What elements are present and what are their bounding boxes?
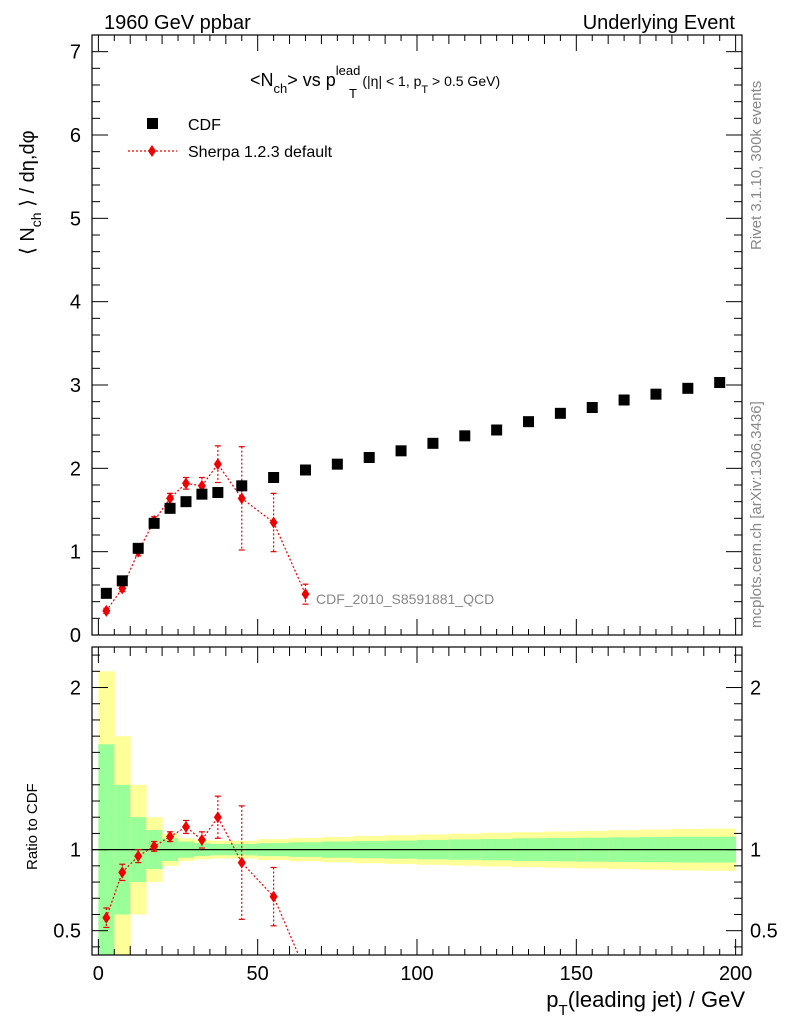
ratio-sherpa-point [213, 811, 222, 824]
cdf-point [523, 416, 535, 428]
ratio-panel-frame [91, 646, 743, 956]
cdf-point [650, 388, 662, 400]
x-tick-label: 0 [93, 963, 104, 985]
ratio-sherpa-point [197, 833, 206, 846]
top-y-tick-label: 3 [70, 375, 81, 397]
plot-title: <Nch> vs plead(|η| < 1, pT > 0.5 GeV) T [250, 63, 500, 101]
ratio-sherpa-point [150, 840, 159, 853]
title-cut-sub: T [421, 84, 428, 96]
legend: CDF Sherpa 1.2.3 default [128, 117, 333, 161]
x-tick-label: 150 [560, 963, 593, 985]
cdf-point [268, 472, 280, 483]
top-y-tick-label: 4 [70, 292, 81, 314]
cdf-point [586, 402, 598, 413]
top-y-tick-label: 2 [70, 458, 81, 480]
top-data-layer [100, 377, 726, 599]
sherpa-point [213, 458, 222, 471]
x-tick-label: 50 [247, 963, 269, 985]
ratio-sherpa-point [269, 890, 278, 903]
x-axis-title: pT(leading jet) / GeV [546, 987, 745, 1019]
cdf-point [395, 445, 407, 457]
cdf-point [491, 424, 503, 436]
top-y-tick-label: 1 [70, 542, 81, 564]
ratio-y-tick-label-right: 1 [750, 840, 761, 862]
title-main-sup: lead [336, 63, 361, 78]
ratio-y-tick-label-right: 0.5 [750, 921, 778, 943]
title-main-mid: > vs p [287, 70, 336, 90]
cdf-point [164, 502, 176, 514]
cdf-point [132, 542, 144, 554]
sherpa-point [166, 492, 175, 505]
top-y-tick-label: 0 [70, 625, 81, 647]
x-tick-label: 200 [719, 963, 752, 985]
cdf-point [618, 394, 630, 406]
title-cut-post: > 0.5 GeV) [428, 73, 500, 89]
ratio-mc-layer [102, 795, 309, 977]
svg-text:pT(leading jet) / GeV: pT(leading jet) / GeV [546, 987, 745, 1019]
ratio-sherpa-line [105, 816, 300, 955]
sherpa-point [301, 588, 310, 601]
ratio-sherpa-point [181, 820, 190, 833]
rivet-label: Rivet 3.1.10, 300k events [748, 81, 765, 250]
top-y-axis-title: ⟨ Nch ⟩ / dη,dφ [17, 130, 44, 255]
legend-sherpa-marker [148, 145, 156, 157]
ratio-y-tick-label: 0.5 [53, 921, 81, 943]
top-y-tick-label: 6 [70, 125, 81, 147]
cdf-point [299, 464, 311, 476]
ratio-sherpa-point [301, 965, 309, 977]
legend-cdf-marker [147, 118, 158, 129]
title-cut-pre: (|η| < 1, p [362, 73, 421, 89]
sherpa-point [237, 492, 246, 505]
cdf-point [236, 480, 248, 492]
cdf-point [100, 587, 112, 599]
mcplots-label: mcplots.cern.ch [arXiv:1306.3436] [748, 401, 765, 628]
top-y-tick-label: 5 [70, 208, 81, 230]
ratio-sherpa-point [237, 856, 246, 869]
ratio-y-tick-label: 2 [70, 678, 81, 700]
svg-text:<Nch> vs plead(|η| < 1, pT > 0: <Nch> vs plead(|η| < 1, pT > 0.5 GeV) [250, 63, 500, 96]
cdf-point [554, 407, 566, 419]
cdf-point [682, 382, 694, 394]
cdf-point [116, 575, 128, 587]
sherpa-line [105, 463, 307, 612]
header-right: Underlying Event [583, 12, 736, 34]
ratio-y-tick-label-right: 2 [750, 678, 761, 700]
top-mc-layer [102, 445, 310, 617]
title-main-sub2: T [349, 86, 357, 101]
ratio-sherpa-point [118, 866, 127, 879]
axis-tick-labels: 0 50 100 150 200 0 1 2 3 4 5 6 7 0.5 0.5 1 1 2 2 [53, 42, 778, 985]
svg-text:⟨ Nch ⟩ / dη,dφ: ⟨ Nch ⟩ / dη,dφ [17, 130, 44, 255]
title-main-sub: ch [274, 81, 288, 96]
analysis-watermark: CDF_2010_S8591881_QCD [316, 591, 494, 607]
ratio-sherpa-point [134, 850, 143, 863]
title-main-pre: <N [250, 70, 274, 90]
cdf-point [148, 517, 160, 529]
sherpa-point [102, 604, 111, 617]
sherpa-point [269, 516, 278, 529]
cdf-point [196, 488, 208, 500]
cdf-point [427, 437, 439, 449]
bottom-y-axis-title: Ratio to CDF [24, 783, 41, 870]
cdf-point [459, 430, 471, 442]
sherpa-point [181, 477, 190, 490]
x-tick-label: 100 [400, 963, 433, 985]
cdf-point [714, 377, 726, 388]
cdf-point [180, 496, 192, 508]
ratio-sherpa-point [102, 911, 111, 924]
legend-cdf-label: CDF [188, 117, 221, 134]
legend-sherpa-label: Sherpa 1.2.3 default [188, 144, 333, 161]
cdf-point [363, 452, 375, 463]
top-y-tick-label: 7 [70, 42, 81, 64]
header-left: 1960 GeV ppbar [104, 12, 251, 34]
ratio-y-tick-label: 1 [70, 840, 81, 862]
ratio-sherpa-point [166, 830, 175, 843]
cdf-point [331, 458, 343, 470]
axis-ticks [92, 35, 742, 955]
cdf-point [212, 487, 224, 498]
